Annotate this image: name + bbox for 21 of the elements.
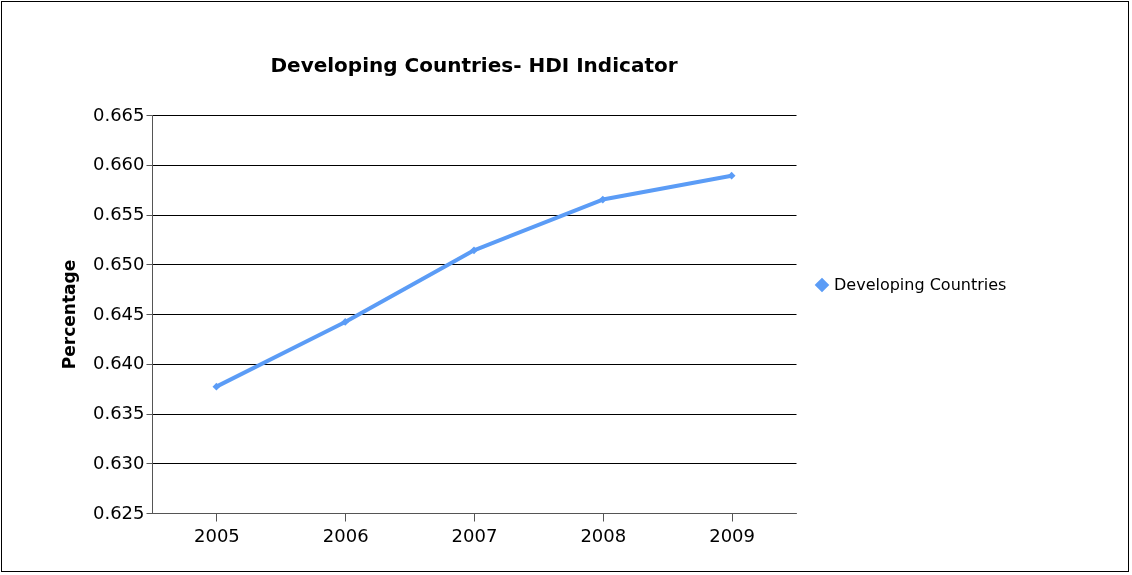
y-axis-title: Percentage	[58, 259, 79, 370]
y-tick-label: 0.645	[92, 302, 145, 324]
y-tick-label: 0.640	[92, 352, 145, 374]
y-tick-label: 0.635	[92, 402, 145, 423]
y-tick-label: 0.660	[92, 153, 145, 175]
y-tick-label: 0.655	[92, 203, 145, 224]
y-tick-label: 0.630	[92, 451, 145, 473]
point	[341, 318, 350, 326]
y-tick-label: 0.625	[92, 501, 145, 523]
point	[470, 246, 478, 255]
x-tick-label: 2007	[451, 524, 498, 546]
x-tick-label: 2009	[709, 524, 756, 546]
point	[212, 382, 221, 391]
x-tick-label: 2005	[193, 524, 240, 546]
x-tick-label: 2008	[580, 524, 627, 546]
x-tick-label: 2006	[322, 524, 369, 546]
y-tick-label: 0.650	[92, 252, 145, 274]
point	[727, 171, 736, 180]
y-tick-label: 0.665	[92, 103, 145, 125]
legend-label: Developing Countries	[834, 275, 1007, 294]
chart-title: Developing Countries- HDI Indicator	[270, 53, 678, 77]
